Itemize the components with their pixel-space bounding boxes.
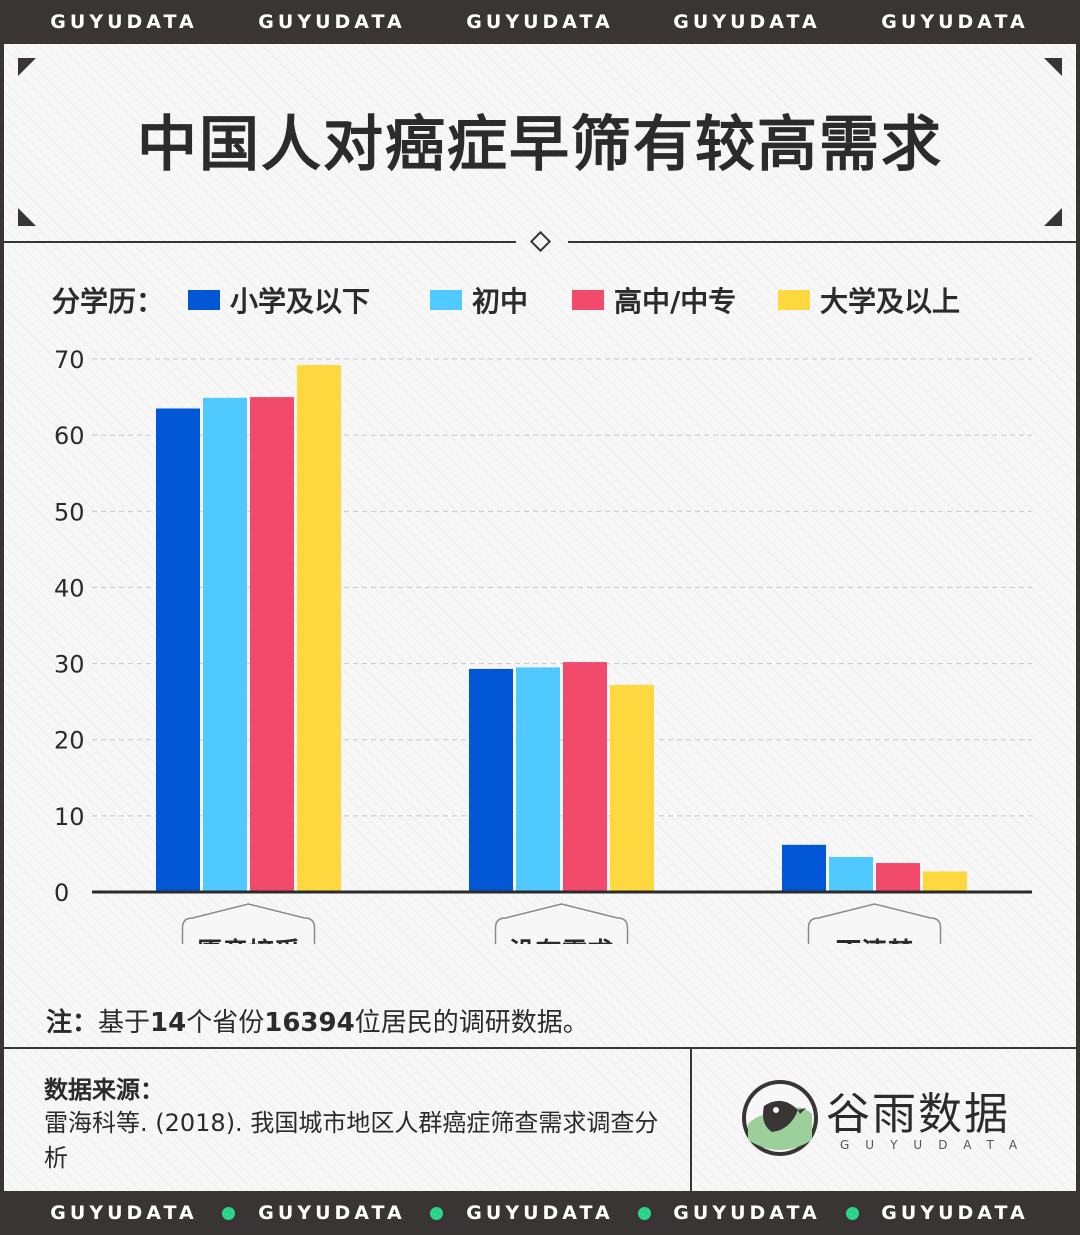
chart-note: 注：基于14个省份16394位居民的调研数据。	[46, 1002, 589, 1039]
bar	[782, 844, 826, 892]
brand-label: GUYUDATA	[258, 11, 406, 33]
note-number: 14	[150, 1008, 187, 1038]
bar	[469, 668, 513, 892]
bar	[516, 667, 560, 892]
source-text: 雷海科等. (2018). 我国城市地区人群癌症筛查需求调查分析	[44, 1109, 659, 1172]
y-tick-label: 10	[54, 803, 85, 831]
chart-title: 中国人对癌症早筛有较高需求	[137, 110, 943, 180]
y-tick-label: 0	[54, 879, 69, 907]
legend-swatch	[430, 290, 462, 310]
legend-text: 小学及以下	[230, 285, 371, 318]
bar	[876, 863, 920, 892]
top-brand-band: GUYUDATA GUYUDATA GUYUDATA GUYUDATA GUYU…	[0, 0, 1080, 44]
bar	[563, 662, 607, 892]
y-tick-label: 40	[54, 574, 85, 602]
brand-label: GUYUDATA	[881, 11, 1029, 33]
bottom-brand-band: GUYUDATA GUYUDATA GUYUDATA GUYUDATA GUYU…	[0, 1191, 1080, 1235]
divider	[4, 1047, 1076, 1049]
y-tick-label: 70	[54, 346, 85, 374]
bar	[610, 684, 654, 892]
dot-icon	[638, 1207, 651, 1220]
dot-icon	[222, 1207, 235, 1220]
legend-label: 分学历：	[52, 285, 165, 318]
category-label-tag	[494, 903, 629, 944]
divider	[568, 241, 1076, 243]
note-prefix: 注：	[46, 1008, 99, 1038]
bar	[829, 856, 873, 892]
x-category-label: 没有需求	[509, 938, 613, 944]
infographic-card: 中国人对癌症早筛有较高需求 分学历： 小学及以下 初中 高中/中专 大学及以上 …	[4, 44, 1076, 1191]
legend-swatch	[778, 290, 810, 310]
source-title: 数据来源：	[44, 1076, 164, 1104]
legend-text: 初中	[472, 285, 529, 318]
brand-label: GUYUDATA	[466, 11, 614, 33]
legend-text: 高中/中专	[614, 285, 737, 318]
brand-label: GUYUDATA	[881, 1202, 1029, 1224]
note-text: 位居民的调研数据。	[354, 1008, 589, 1038]
corner-mark	[1044, 58, 1062, 76]
bar-chart: 0 10 20 30 40 50 60 70 愿意接受 没有需求 不清楚	[54, 346, 1032, 944]
bar	[156, 408, 200, 892]
corner-mark	[18, 58, 36, 76]
y-tick-label: 60	[54, 422, 85, 450]
divider	[4, 241, 516, 243]
brand-label: GUYUDATA	[50, 11, 198, 33]
logo-subtitle: GUYUDATA	[840, 1138, 1034, 1152]
legend-swatch	[188, 290, 220, 310]
corner-mark	[18, 208, 36, 226]
bar	[923, 871, 967, 892]
legend-swatch	[572, 290, 604, 310]
bar	[297, 365, 341, 892]
legend-text: 大学及以上	[820, 285, 961, 318]
note-text: 个省份	[186, 1008, 265, 1038]
corner-mark	[1044, 208, 1062, 226]
category-label-tag	[807, 903, 942, 944]
bar	[203, 397, 247, 892]
brand-label: GUYUDATA	[466, 1202, 614, 1224]
y-tick-label: 50	[54, 498, 85, 526]
brand-label: GUYUDATA	[673, 1202, 821, 1224]
category-label-tag	[181, 903, 316, 944]
brand-label: GUYUDATA	[50, 1202, 198, 1224]
logo-bird-icon	[742, 1080, 818, 1156]
y-tick-label: 20	[54, 727, 85, 755]
dot-icon	[846, 1207, 859, 1220]
note-number: 16394	[264, 1008, 355, 1038]
bar	[250, 397, 294, 892]
note-text: 基于	[98, 1008, 151, 1038]
x-category-label: 愿意接受	[196, 937, 300, 944]
x-category-label: 不清楚	[835, 938, 913, 944]
logo-name: 谷雨数据	[826, 1089, 1010, 1140]
brand-label: GUYUDATA	[673, 11, 821, 33]
divider	[690, 1047, 692, 1191]
brand-label: GUYUDATA	[258, 1202, 406, 1224]
y-tick-label: 30	[54, 651, 85, 679]
dot-icon	[430, 1207, 443, 1220]
